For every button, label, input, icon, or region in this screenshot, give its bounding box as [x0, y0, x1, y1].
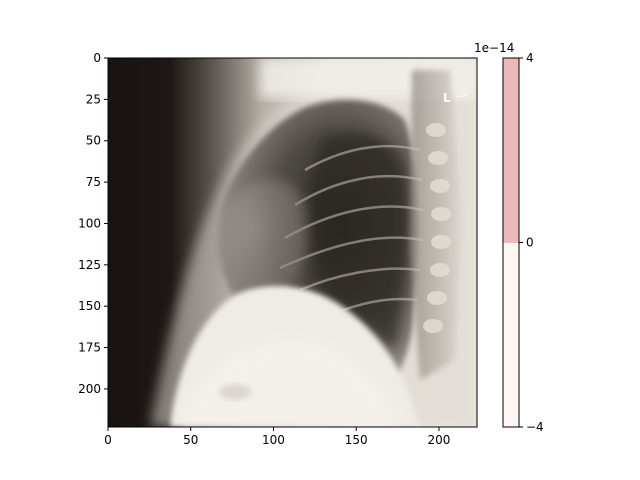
colorbar: 4 0 −4 1e−14: [474, 41, 544, 434]
colorbar-lower-band: [503, 243, 519, 427]
y-tick-label: 0: [93, 51, 101, 65]
image-axes-frame: [107, 57, 478, 428]
y-tick-label: 50: [86, 134, 101, 148]
colorbar-ticks: 4 0 −4: [519, 51, 544, 434]
y-tick-label: 125: [78, 258, 101, 272]
y-tick-label: 75: [86, 175, 101, 189]
y-tick-label: 175: [78, 341, 101, 355]
colorbar-tick-label: −4: [526, 420, 544, 434]
colorbar-tick-label: 0: [526, 236, 534, 250]
vertebrae: [423, 123, 451, 333]
y-tick-label: 25: [86, 92, 101, 106]
x-tick-label: 0: [104, 433, 112, 447]
x-tick-label: 50: [183, 433, 198, 447]
y-tick-label: 150: [78, 299, 101, 313]
x-tick-label: 100: [262, 433, 285, 447]
colorbar-upper-band: [503, 58, 519, 243]
x-tick-label: 150: [345, 433, 368, 447]
colorbar-offset-label: 1e−14: [474, 41, 514, 55]
xray-marker: L: [443, 91, 451, 105]
x-axis: 0 50 100 150 200: [104, 427, 450, 447]
colorbar-tick-label: 4: [526, 51, 534, 65]
xray-image: L ᴸᴴ: [108, 58, 477, 427]
y-tick-label: 100: [78, 216, 101, 230]
x-tick-label: 200: [427, 433, 450, 447]
heart-shadow: [218, 178, 308, 299]
svg-text:ᴸᴴ: ᴸᴴ: [457, 90, 467, 104]
y-axis: 0 25 50 75 100 125 150 175 200: [78, 51, 108, 396]
y-tick-label: 200: [78, 382, 101, 396]
